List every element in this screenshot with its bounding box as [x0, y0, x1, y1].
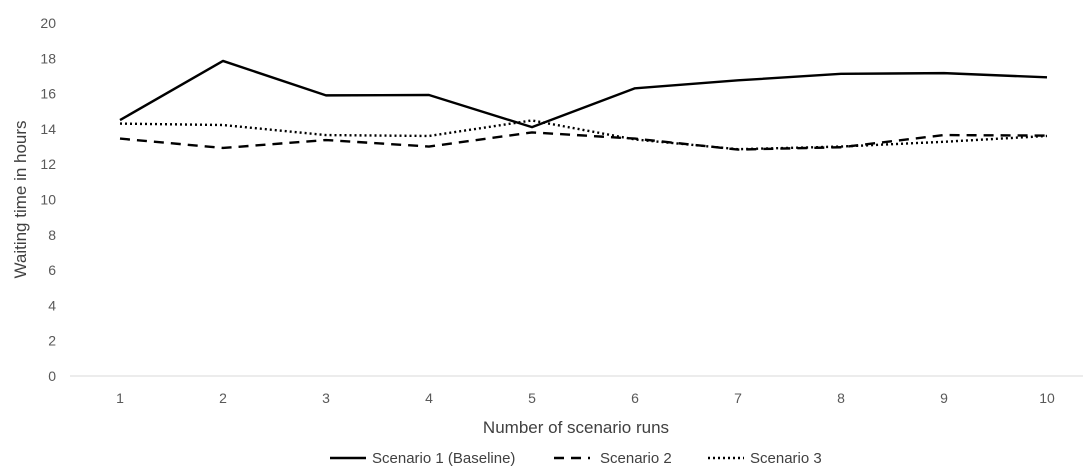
legend-item: Scenario 3 [708, 450, 822, 467]
y-axis-title: Waiting time in hours [11, 120, 30, 278]
x-tick-label: 2 [219, 390, 227, 406]
y-tick-label: 16 [40, 86, 56, 102]
x-tick-label: 10 [1039, 390, 1055, 406]
series-line-3 [119, 119, 1048, 151]
x-tick-label: 8 [837, 390, 845, 406]
x-tick-label: 7 [734, 390, 742, 406]
legend-item: Scenario 2 [554, 450, 672, 467]
legend-item: Scenario 1 (Baseline) [330, 450, 515, 467]
legend-label: Scenario 3 [750, 450, 822, 467]
legend-label: Scenario 1 (Baseline) [372, 450, 515, 467]
y-tick-label: 4 [48, 297, 56, 313]
y-tick-label: 0 [48, 368, 56, 384]
x-tick-label: 5 [528, 390, 536, 406]
x-tick-label: 9 [940, 390, 948, 406]
series-line-1 [119, 59, 1048, 129]
y-tick-label: 14 [40, 121, 56, 137]
x-axis-title: Number of scenario runs [483, 418, 669, 437]
y-tick-label: 2 [48, 333, 56, 349]
series-line-2 [119, 131, 1048, 151]
y-tick-label: 8 [48, 227, 56, 243]
y-tick-label: 18 [40, 50, 56, 66]
x-tick-label: 1 [116, 390, 124, 406]
x-tick-label: 4 [425, 390, 433, 406]
legend-label: Scenario 2 [600, 450, 672, 467]
legend: Scenario 1 (Baseline) Scenario 2 Scenario … [330, 450, 822, 467]
y-tick-label: 6 [48, 262, 56, 278]
x-axis-ticks: 1 2 3 4 5 6 7 8 9 10 [116, 390, 1055, 406]
y-tick-label: 20 [40, 15, 56, 31]
y-axis-ticks: 0 2 4 6 8 10 12 14 16 18 20 [40, 15, 56, 384]
x-tick-label: 3 [322, 390, 330, 406]
y-tick-label: 10 [40, 192, 56, 208]
x-tick-label: 6 [631, 390, 639, 406]
y-tick-label: 12 [40, 156, 56, 172]
series-layer [119, 59, 1048, 151]
